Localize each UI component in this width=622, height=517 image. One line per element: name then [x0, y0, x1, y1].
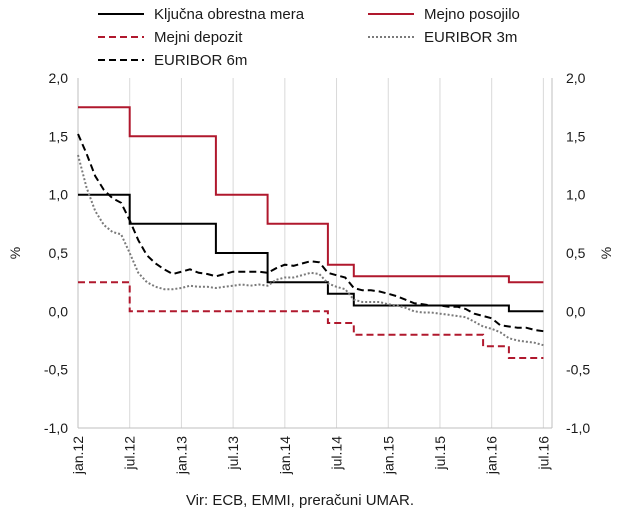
- y-tick-label-right: -0,5: [566, 362, 590, 378]
- y-tick-label-right: 1,0: [566, 187, 586, 203]
- y-tick-label-right: 0,0: [566, 303, 586, 319]
- y-tick-label-left: 1,5: [49, 128, 69, 144]
- series-line-kljucna-obrestna-mera: [78, 193, 544, 313]
- y-tick-label-left: -0,5: [44, 362, 68, 378]
- x-tick-label: jan.14: [277, 436, 293, 475]
- source-note: Vir: ECB, EMMI, preračuni UMAR.: [186, 492, 414, 509]
- y-tick-label-right: -1,0: [566, 420, 590, 436]
- y-tick-label-left: 1,0: [49, 187, 69, 203]
- series-line-mejni-depozit: [78, 281, 544, 359]
- grid-layer: [129, 78, 544, 428]
- y-tick-label-right: 2,0: [566, 70, 586, 86]
- legend: Ključna obrestna mera Mejno posojilo Mejni…: [98, 6, 520, 69]
- x-tick-label: jan.15: [380, 436, 396, 475]
- y-tick-label-left: -1,0: [44, 420, 68, 436]
- x-tick-label: jan.16: [484, 436, 500, 475]
- series-layer: [77, 106, 544, 359]
- legend-label-euribor-6m: EURIBOR 6m: [154, 52, 247, 69]
- x-tick-label: jan.12: [70, 436, 86, 475]
- x-tick-label: jul.13: [225, 436, 241, 471]
- series-line-euribor-3m: [77, 154, 544, 347]
- x-tick-label: jul.16: [535, 436, 551, 471]
- legend-label-kljucna-obrestna-mera: Ključna obrestna mera: [154, 6, 305, 23]
- y-axis-title-left: %: [7, 247, 23, 259]
- y-axis-title-right: %: [598, 247, 614, 259]
- x-tick-label: jul.15: [432, 436, 448, 471]
- y-tick-label-left: 0,5: [49, 245, 69, 261]
- y-tick-label-right: 0,5: [566, 245, 586, 261]
- x-tick-label: jul.12: [122, 436, 138, 471]
- series-line-euribor-6m: [77, 133, 544, 333]
- y-tick-label-right: 1,5: [566, 128, 586, 144]
- axes-layer: 2,0 2,0 1,5 1,5 1,0 1,0 0,5 0,5 0,0 0,0 -0,5 -0,5 -1…: [44, 70, 590, 475]
- legend-label-mejni-depozit: Mejni depozit: [154, 29, 243, 46]
- y-tick-label-left: 0,0: [49, 303, 69, 319]
- series-line-mejno-posojilo: [78, 106, 544, 284]
- legend-label-mejno-posojilo: Mejno posojilo: [424, 6, 520, 23]
- x-tick-label: jan.13: [173, 436, 189, 475]
- legend-label-euribor-3m: EURIBOR 3m: [424, 29, 517, 46]
- x-tick-label: jul.14: [329, 436, 345, 471]
- y-tick-label-left: 2,0: [49, 70, 69, 86]
